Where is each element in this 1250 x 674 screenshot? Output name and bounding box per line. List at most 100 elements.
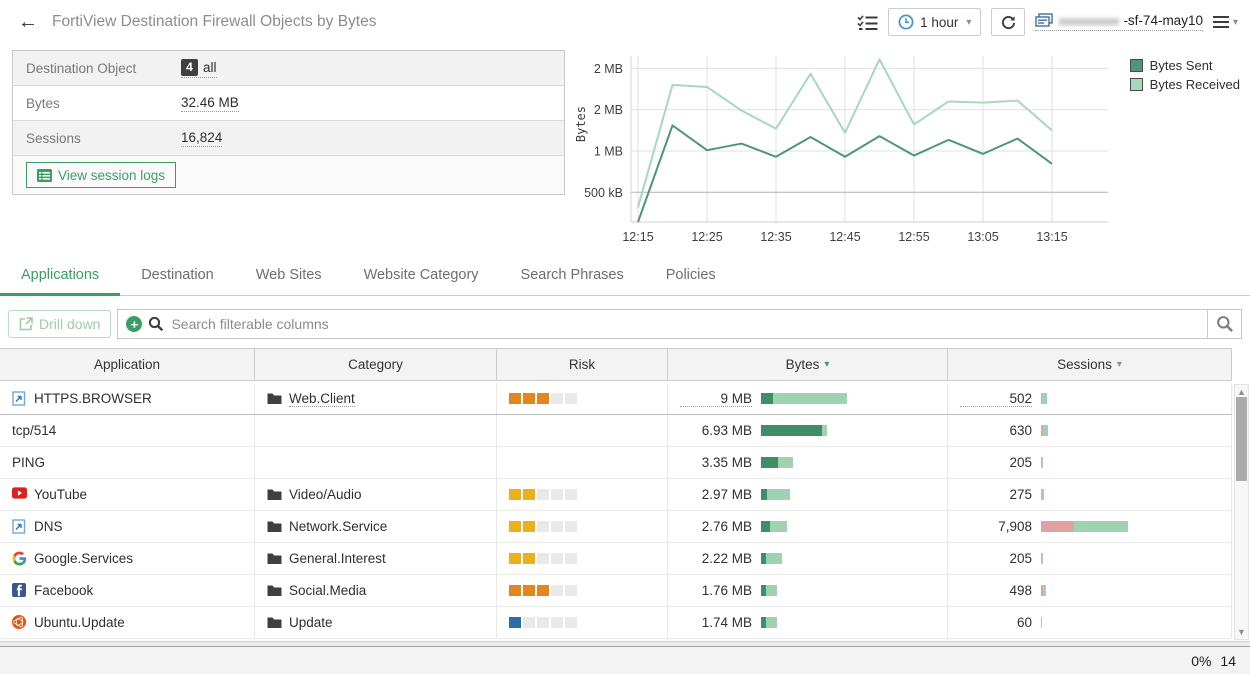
sessions-cell[interactable]: 60 xyxy=(948,607,1232,638)
bytes-sent-segment xyxy=(761,393,773,404)
sessions-value[interactable]: 498 xyxy=(960,583,1032,598)
main-menu-button[interactable]: ▾ xyxy=(1213,13,1238,31)
bytes-value[interactable]: 1.76 MB xyxy=(680,583,752,598)
vertical-scrollbar[interactable]: ▲ ▼ xyxy=(1234,384,1249,640)
application-cell[interactable]: tcp/514 xyxy=(0,415,255,446)
bytes-value[interactable]: 2.76 MB xyxy=(680,519,752,534)
bytes-value[interactable]: 9 MB xyxy=(680,391,752,407)
drill-down-button[interactable]: Drill down xyxy=(8,310,111,338)
column-header-risk[interactable]: Risk xyxy=(497,349,668,380)
risk-block xyxy=(565,521,577,532)
view-session-logs-label: View session logs xyxy=(58,168,165,183)
application-cell[interactable]: Ubuntu.Update xyxy=(0,607,255,638)
application-cell[interactable]: PING xyxy=(0,447,255,478)
application-cell[interactable]: HTTPS.BROWSER xyxy=(0,383,255,414)
application-name: YouTube xyxy=(34,487,87,502)
sessions-value[interactable]: 60 xyxy=(960,615,1032,630)
sessions-cell[interactable]: 275 xyxy=(948,479,1232,510)
category-name[interactable]: Web.Client xyxy=(289,391,355,407)
filter-search-input[interactable] xyxy=(171,316,1207,332)
bytes-cell[interactable]: 1.76 MB xyxy=(668,575,948,606)
application-cell[interactable]: Google.Services xyxy=(0,543,255,574)
table-row[interactable]: PING 3.35 MB 205 xyxy=(0,447,1232,479)
table-row[interactable]: HTTPS.BROWSER Web.Client 9 MB 502 xyxy=(0,383,1232,415)
summary-value[interactable]: 32.46 MB xyxy=(181,95,239,112)
bytes-value[interactable]: 1.74 MB xyxy=(680,615,752,630)
category-cell[interactable] xyxy=(255,447,497,478)
sessions-value[interactable]: 205 xyxy=(960,455,1032,470)
category-name[interactable]: Network.Service xyxy=(289,519,387,534)
risk-meter xyxy=(509,393,577,404)
tab-web-sites[interactable]: Web Sites xyxy=(235,257,343,296)
folder-icon xyxy=(267,616,282,629)
table-row[interactable]: Ubuntu.Update Update 1.74 MB 60 xyxy=(0,607,1232,639)
sessions-value[interactable]: 502 xyxy=(960,391,1032,407)
bytes-cell[interactable]: 6.93 MB xyxy=(668,415,948,446)
bytes-value[interactable]: 3.35 MB xyxy=(680,455,752,470)
add-filter-icon[interactable]: + xyxy=(126,316,142,332)
risk-meter xyxy=(509,521,577,532)
bytes-cell[interactable]: 2.76 MB xyxy=(668,511,948,542)
bytes-cell[interactable]: 2.97 MB xyxy=(668,479,948,510)
category-cell[interactable]: Web.Client xyxy=(255,383,497,414)
table-row[interactable]: Google.Services General.Interest 2.22 MB 20… xyxy=(0,543,1232,575)
tab-search-phrases[interactable]: Search Phrases xyxy=(500,257,645,296)
back-arrow-icon[interactable]: ← xyxy=(18,12,38,32)
sessions-cell[interactable]: 502 xyxy=(948,383,1232,414)
table-row[interactable]: DNS Network.Service 2.76 MB 7,908 xyxy=(0,511,1232,543)
sessions-bar xyxy=(1041,585,1046,596)
bytes-value[interactable]: 6.93 MB xyxy=(680,423,752,438)
bytes-bar xyxy=(761,521,787,532)
category-cell[interactable] xyxy=(255,415,497,446)
refresh-button[interactable] xyxy=(991,8,1025,36)
column-header-bytes[interactable]: Bytes▾ xyxy=(668,349,948,380)
application-cell[interactable]: Facebook xyxy=(0,575,255,606)
bytes-value[interactable]: 2.97 MB xyxy=(680,487,752,502)
tab-destination[interactable]: Destination xyxy=(120,257,235,296)
column-header-sessions[interactable]: Sessions▾ xyxy=(948,349,1232,380)
sessions-cell[interactable]: 205 xyxy=(948,447,1232,478)
category-cell[interactable]: Video/Audio xyxy=(255,479,497,510)
device-name[interactable]: xxxxxxxxxxxx-sf-74-may10 xyxy=(1035,13,1203,31)
table-row[interactable]: YouTube Video/Audio 2.97 MB 275 xyxy=(0,479,1232,511)
view-session-logs-button[interactable]: View session logs xyxy=(26,162,176,188)
bytes-cell[interactable]: 9 MB xyxy=(668,383,948,414)
risk-block xyxy=(551,553,563,564)
sessions-cell[interactable]: 205 xyxy=(948,543,1232,574)
category-cell[interactable]: Update xyxy=(255,607,497,638)
category-cell[interactable]: General.Interest xyxy=(255,543,497,574)
table-row[interactable]: tcp/514 6.93 MB 630 xyxy=(0,415,1232,447)
time-range-dropdown[interactable]: 1 hour ▾ xyxy=(888,8,981,36)
scrollbar-thumb[interactable] xyxy=(1236,397,1247,481)
bytes-cell[interactable]: 1.74 MB xyxy=(668,607,948,638)
category-cell[interactable]: Social.Media xyxy=(255,575,497,606)
column-header-application[interactable]: Application xyxy=(0,349,255,380)
tab-applications[interactable]: Applications xyxy=(0,257,120,296)
sessions-value[interactable]: 205 xyxy=(960,551,1032,566)
bytes-value[interactable]: 2.22 MB xyxy=(680,551,752,566)
category-name[interactable]: General.Interest xyxy=(289,551,386,566)
category-name[interactable]: Video/Audio xyxy=(289,487,362,502)
summary-value[interactable]: 4all xyxy=(181,59,217,78)
scroll-down-arrow[interactable]: ▼ xyxy=(1235,625,1248,639)
sessions-cell[interactable]: 498 xyxy=(948,575,1232,606)
category-name[interactable]: Update xyxy=(289,615,333,630)
application-cell[interactable]: YouTube xyxy=(0,479,255,510)
sessions-value[interactable]: 7,908 xyxy=(960,519,1032,534)
sessions-value[interactable]: 275 xyxy=(960,487,1032,502)
sessions-value[interactable]: 630 xyxy=(960,423,1032,438)
category-name[interactable]: Social.Media xyxy=(289,583,366,598)
sessions-cell[interactable]: 7,908 xyxy=(948,511,1232,542)
bytes-cell[interactable]: 2.22 MB xyxy=(668,543,948,574)
bytes-cell[interactable]: 3.35 MB xyxy=(668,447,948,478)
checklist-icon[interactable] xyxy=(857,14,878,31)
tab-policies[interactable]: Policies xyxy=(645,257,737,296)
table-row[interactable]: Facebook Social.Media 1.76 MB 498 xyxy=(0,575,1232,607)
tab-website-category[interactable]: Website Category xyxy=(343,257,500,296)
summary-value[interactable]: 16,824 xyxy=(181,130,222,147)
category-cell[interactable]: Network.Service xyxy=(255,511,497,542)
sessions-cell[interactable]: 630 xyxy=(948,415,1232,446)
application-cell[interactable]: DNS xyxy=(0,511,255,542)
search-submit-button[interactable] xyxy=(1207,310,1241,338)
column-header-category[interactable]: Category xyxy=(255,349,497,380)
